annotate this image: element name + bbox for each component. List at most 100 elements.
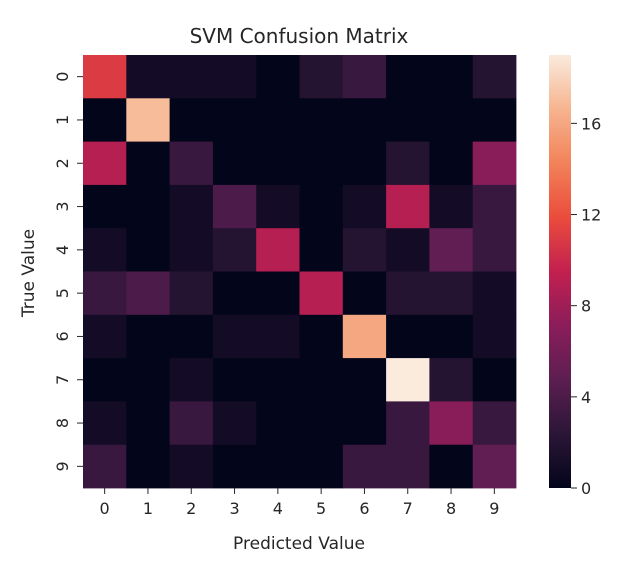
y-axis-ticks: 0 1 2 3 4 5 6 7 8 9 [53,72,83,471]
heatmap-cell-r4-c4 [256,228,300,272]
heatmap-cell-r0-c2 [169,55,214,99]
x-tick-label: 5 [316,499,326,518]
colorbar-tick-label: 8 [581,297,591,316]
heatmap-cell-r9-c4 [256,444,300,489]
heatmap-cell-r9-c7 [386,444,430,489]
heatmap-cell-r6-c4 [256,314,300,359]
heatmap-cell-r8-c8 [429,401,474,446]
colorbar-tick-label: 0 [581,479,591,498]
x-tick-label: 8 [446,499,456,518]
x-tick-label: 7 [403,499,413,518]
heatmap-cell-r3-c2 [169,184,214,229]
heatmap-cell-r0-c8 [429,55,474,99]
colorbar-ticks: 0 4 8 12 16 [571,114,601,498]
heatmap-cell-r4-c7 [386,228,430,272]
heatmap-cell-r5-c2 [169,271,214,316]
x-tick-label: 4 [273,499,283,518]
chart-title: SVM Confusion Matrix [190,24,409,48]
heatmap-cell-r0-c9 [472,55,517,99]
heatmap-cell-r5-c7 [386,271,430,316]
heatmap-cell-r3-c5 [299,184,344,229]
y-tick-label: 3 [53,201,72,211]
x-tick-label: 9 [489,499,499,518]
heatmap-cell-r6-c1 [126,314,170,359]
colorbar-tick-label: 12 [581,206,601,225]
heatmap-cell-r0-c5 [299,55,344,99]
heatmap-cell-r5-c4 [256,271,300,316]
heatmap-cell-r4-c9 [472,228,517,272]
heatmap-cell-r7-c7 [386,358,430,402]
heatmap-cell-r2-c7 [386,141,430,186]
x-axis-ticks: 0 1 2 3 4 5 6 7 8 9 [100,488,499,518]
heatmap-cell-r1-c9 [472,98,517,142]
heatmap-cell-r0-c4 [256,55,300,99]
heatmap-cell-r0-c7 [386,55,430,99]
heatmap-cell-r1-c8 [429,98,474,142]
heatmap-cell-r8-c0 [83,401,127,446]
heatmap-cell-r4-c1 [126,228,170,272]
heatmap-cell-r7-c2 [169,358,214,402]
heatmap-cell-r6-c3 [212,314,257,359]
heatmap-cell-r9-c9 [472,444,517,489]
heatmap-cell-r7-c6 [342,358,387,402]
heatmap-cell-r8-c9 [472,401,517,446]
x-tick-label: 0 [100,499,110,518]
heatmap-cell-r9-c3 [212,444,257,489]
heatmap-cell-r1-c6 [342,98,387,142]
colorbar-tick-label: 4 [581,388,591,407]
heatmap-cell-r5-c1 [126,271,170,316]
heatmap-cell-r7-c5 [299,358,344,402]
heatmap-cell-r3-c4 [256,184,300,229]
heatmap-cell-r3-c9 [472,184,517,229]
x-tick-label: 1 [143,499,153,518]
y-tick-label: 5 [53,288,72,298]
heatmap-cell-r8-c6 [342,401,387,446]
heatmap-cell-r8-c3 [212,401,257,446]
heatmap-cell-r5-c5 [299,271,344,316]
y-tick-label: 4 [53,245,72,255]
heatmap-cell-r2-c8 [429,141,474,186]
heatmap-cell-r6-c6 [342,314,387,359]
y-tick-label: 7 [53,375,72,385]
heatmap-cell-r9-c5 [299,444,344,489]
heatmap-cell-r8-c5 [299,401,344,446]
heatmap-cell-r5-c8 [429,271,474,316]
heatmap-cell-r6-c9 [472,314,517,359]
heatmap-cell-r3-c7 [386,184,430,229]
heatmap-cells [83,55,517,489]
heatmap-cell-r3-c0 [83,184,127,229]
heatmap-cell-r4-c5 [299,228,344,272]
y-tick-label: 0 [53,72,72,82]
heatmap-cell-r4-c3 [212,228,257,272]
x-axis-label: Predicted Value [233,534,365,554]
heatmap-cell-r7-c4 [256,358,300,402]
heatmap-cell-r2-c5 [299,141,344,186]
heatmap-cell-r6-c0 [83,314,127,359]
heatmap-cell-r0-c6 [342,55,387,99]
heatmap-cell-r7-c8 [429,358,474,402]
heatmap-cell-r5-c0 [83,271,127,316]
heatmap-cell-r7-c0 [83,358,127,402]
y-tick-label: 6 [53,331,72,341]
heatmap-cell-r9-c0 [83,444,127,489]
heatmap-cell-r4-c8 [429,228,474,272]
y-tick-label: 1 [53,115,72,125]
heatmap-cell-r6-c7 [386,314,430,359]
heatmap-cell-r2-c9 [472,141,517,186]
heatmap-cell-r4-c6 [342,228,387,272]
heatmap-cell-r6-c2 [169,314,214,359]
heatmap-cell-r7-c9 [472,358,517,402]
heatmap-cell-r3-c6 [342,184,387,229]
heatmap-cell-r6-c8 [429,314,474,359]
heatmap-cell-r6-c5 [299,314,344,359]
x-tick-label: 6 [359,499,369,518]
x-tick-label: 2 [186,499,196,518]
heatmap-cell-r0-c0 [83,55,127,99]
heatmap-cell-r9-c6 [342,444,387,489]
heatmap-cell-r8-c4 [256,401,300,446]
heatmap-cell-r2-c6 [342,141,387,186]
heatmap-cell-r1-c4 [256,98,300,142]
heatmap-cell-r1-c5 [299,98,344,142]
y-axis-label: True Value [19,229,39,318]
